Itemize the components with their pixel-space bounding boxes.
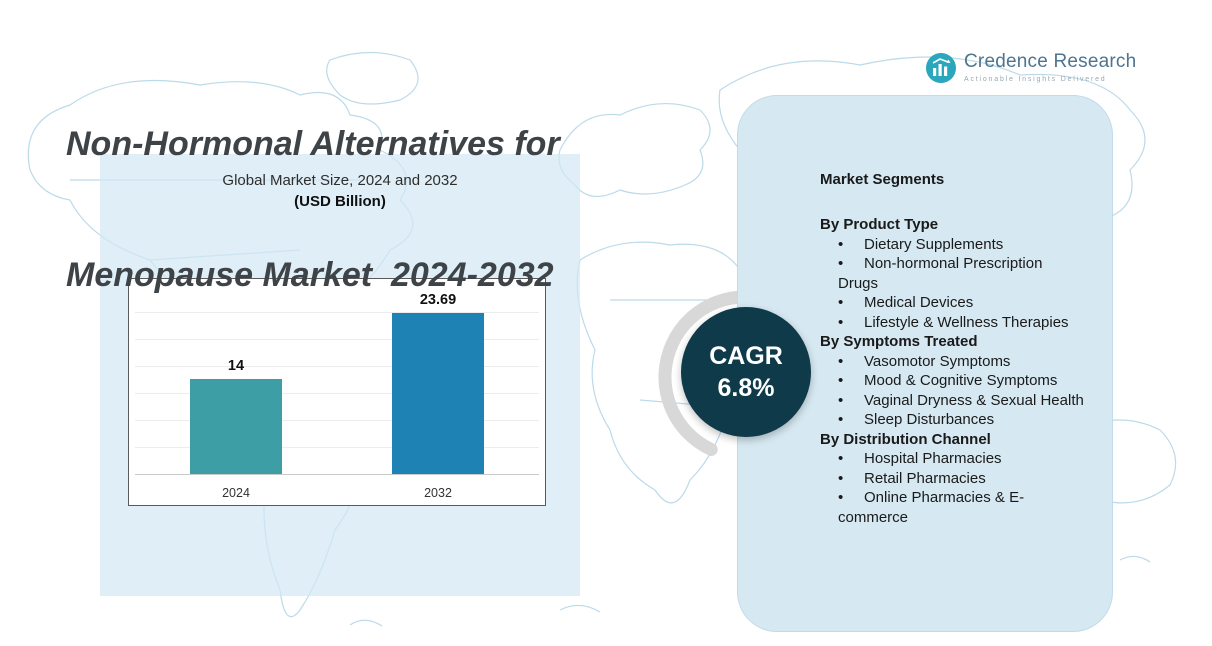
credence-logo-text: Credence Research Actionable Insights De… [964,51,1137,83]
chart-plot: 14 23.69 [135,291,539,475]
logo-tagline: Actionable Insights Delivered [964,75,1107,83]
product-type-list: Dietary Supplements Non-hormonal Prescri… [820,235,1086,333]
segment-item: Sleep Disturbances [820,410,1086,430]
segment-item: Mood & Cognitive Symptoms [820,371,1086,391]
page-title: Non-Hormonal Alternatives for Menopause … [66,36,560,384]
bar-2032 [392,313,484,474]
cagr-label: CAGR [709,341,783,370]
segment-item: Vasomotor Symptoms [820,352,1086,372]
segment-item: Dietary Supplements [820,235,1086,255]
segment-item: Vaginal Dryness & Sexual Health [820,391,1086,411]
credence-logo: Credence Research Actionable Insights De… [925,51,1137,84]
distribution-channel-list: Hospital Pharmacies Retail Pharmacies On… [820,449,1086,527]
segment-item: Online Pharmacies & E-commerce [820,488,1086,527]
bar-group-2024: 14 [135,291,337,474]
chart-panel: Global Market Size, 2024 and 2032 (USD B… [100,154,580,596]
segment-item: Non-hormonal Prescription Drugs [820,254,1086,293]
bar-group-2032: 23.69 [337,291,539,474]
bar-value-2024: 14 [227,358,245,374]
segment-item: Retail Pharmacies [820,469,1086,489]
bar-chart: 14 23.69 2024 2032 [128,278,546,506]
chart-subtitle: (USD Billion) [294,193,386,210]
symptoms-treated-list: Vasomotor Symptoms Mood & Cognitive Symp… [820,352,1086,430]
segment-item: Hospital Pharmacies [820,449,1086,469]
x-label-2024: 2024 [222,486,250,500]
chart-title: Global Market Size, 2024 and 2032 [222,172,458,189]
x-label-2032: 2032 [424,486,452,500]
segment-item: Lifestyle & Wellness Therapies [820,313,1086,333]
page-title-line1: Non-Hormonal Alternatives for [66,125,560,164]
segments-heading: Market Segments [820,171,945,188]
section-title-symptoms-treated: By Symptoms Treated [820,333,978,350]
cagr-badge: CAGR 6.8% [681,307,811,437]
cagr-value: 6.8% [717,374,775,402]
market-segments-panel: Market Segments By Product Type Dietary … [737,95,1113,632]
section-title-product-type: By Product Type [820,216,939,233]
bar-value-2032: 23.69 [419,292,457,308]
logo-name: Credence Research [964,51,1137,72]
credence-logo-icon [926,53,956,83]
bar-2024 [190,379,282,474]
chart-x-axis: 2024 2032 [135,486,539,500]
segment-item: Medical Devices [820,293,1086,313]
page-title-line2: Menopause Market 2024-2032 [66,255,554,294]
section-title-distribution-channel: By Distribution Channel [820,430,991,448]
